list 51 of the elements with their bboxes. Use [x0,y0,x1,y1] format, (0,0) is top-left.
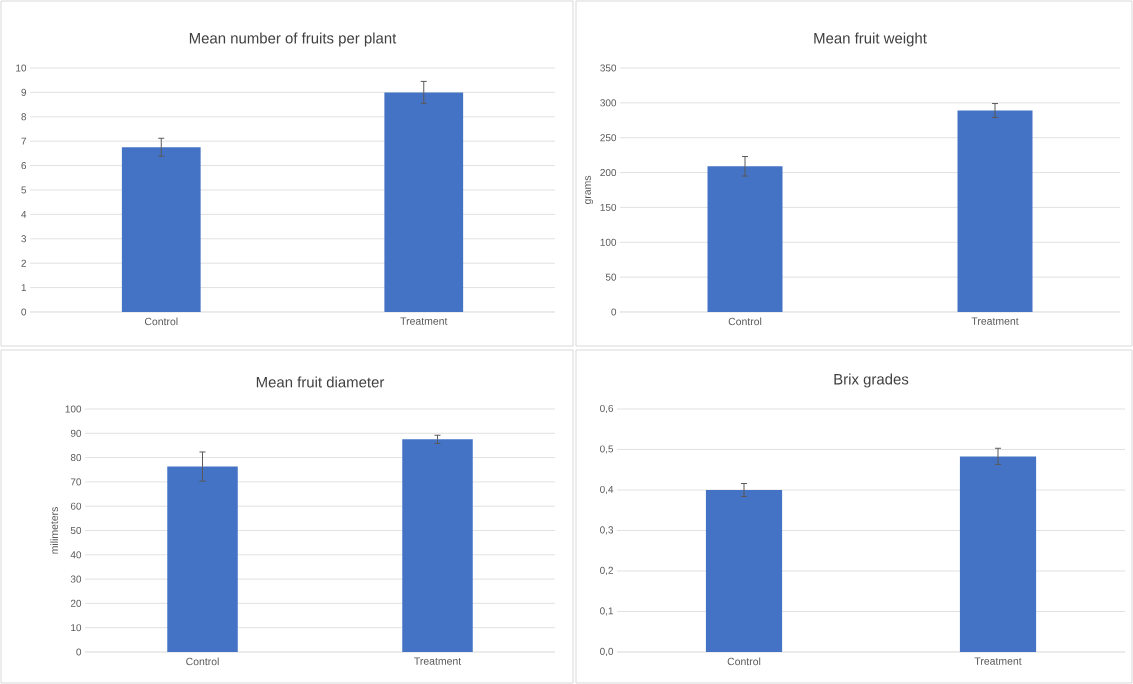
y-tick-label: 250 [600,134,617,142]
y-tick-label: 4 [21,210,27,218]
y-tick-label: 0,5 [600,445,614,454]
y-tick-label: 50 [605,273,617,281]
y-tick-label: 0,6 [600,404,614,414]
y-tick-label: 3 [21,235,27,243]
y-tick-label: 100 [65,405,82,413]
y-tick-label: 9 [21,88,27,96]
x-tick-label: Treatment [971,317,1019,325]
y-tick-label: 20 [70,599,82,607]
x-tick-label: Control [728,317,762,326]
y-tick-label: 10 [16,64,27,72]
chart-title: Mean fruit diameter [256,376,385,388]
y-tick-label: 0,1 [600,607,614,616]
y-tick-label: 30 [70,575,82,583]
y-tick-label: 7 [21,137,26,145]
x-tick-label: Treatment [400,317,448,325]
x-tick-label: Control [727,657,761,666]
y-axis-title: milimeters [50,507,59,554]
y-tick-label: 5 [21,186,27,194]
y-tick-label: 0,2 [600,566,613,576]
y-tick-label: 90 [70,429,82,437]
y-tick-label: 0 [76,648,82,656]
x-tick-label: Treatment [414,657,462,665]
x-tick-label: Control [144,317,178,326]
y-tick-label: 50 [70,526,82,535]
y-tick-label: 40 [70,551,82,559]
y-tick-label: 8 [21,113,27,121]
x-tick-label: Treatment [974,657,1022,665]
chart-title: Brix grades [834,373,909,388]
y-tick-label: 70 [70,478,82,486]
y-axis-title: grams [585,175,594,205]
y-tick-label: 80 [70,454,82,462]
y-tick-label: 10 [71,624,82,632]
y-tick-label: 200 [600,169,617,177]
y-tick-label: 0,4 [600,485,614,495]
y-tick-label: 0 [21,308,27,316]
chart-title: Mean number of fruits per plant [189,32,397,47]
chart-title: Mean fruit weight [814,32,927,47]
y-tick-label: 0,0 [600,647,614,657]
y-tick-label: 2 [21,259,26,267]
y-tick-label: 0,3 [600,526,614,535]
y-tick-label: 350 [600,64,617,72]
y-tick-label: 1 [21,284,27,292]
x-tick-label: Control [186,657,219,666]
y-tick-label: 6 [21,162,27,170]
y-tick-label: 0 [611,308,617,316]
y-tick-label: 60 [70,502,82,510]
y-tick-label: 300 [600,99,617,107]
y-tick-label: 100 [600,238,617,246]
y-tick-label: 150 [600,203,617,211]
